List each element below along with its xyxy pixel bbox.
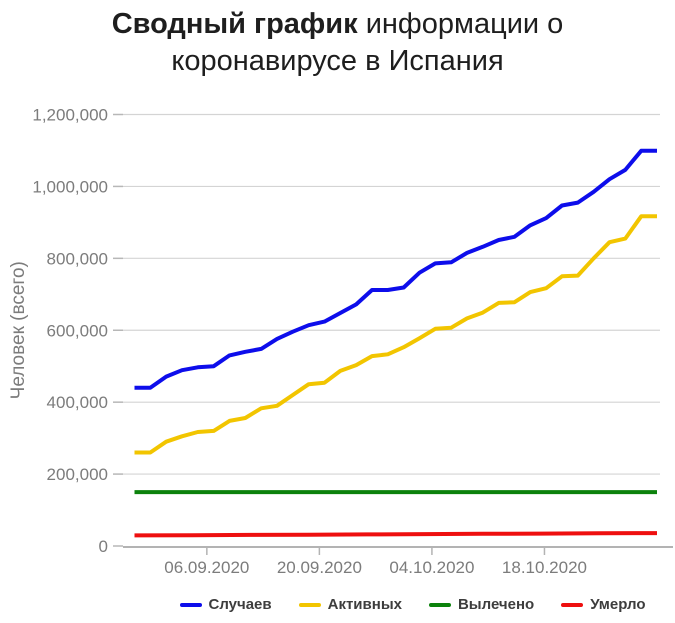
- legend-swatch-active: [298, 602, 321, 607]
- chart-title-bold: Сводный график: [111, 8, 358, 40]
- y-tick-label: 400,000: [47, 393, 108, 412]
- chart-title: Сводный график информации о коронавирусе…: [48, 6, 628, 80]
- y-tick-label: 800,000: [47, 249, 108, 268]
- x-tick-label: 04.10.2020: [389, 558, 474, 577]
- legend-swatch-recovered: [428, 602, 451, 607]
- chart-legend: Случаев Активных Вылечено Умерло: [150, 596, 675, 613]
- legend-item-cases[interactable]: Случаев: [179, 596, 272, 613]
- legend-swatch-deaths: [561, 602, 584, 607]
- y-tick-label: 200,000: [47, 465, 108, 484]
- legend-item-active[interactable]: Активных: [298, 596, 402, 613]
- y-tick-label: 1,200,000: [32, 106, 108, 125]
- legend-label-cases: Случаев: [208, 596, 272, 613]
- series-line-deaths: [134, 531, 658, 538]
- legend-item-deaths[interactable]: Умерло: [561, 596, 646, 613]
- chart-title-rest: информации о коронавирусе в Испания: [171, 8, 564, 78]
- legend-label-active: Активных: [327, 596, 402, 613]
- x-tick-label: 18.10.2020: [502, 558, 587, 577]
- x-tick-label: 06.09.2020: [164, 558, 249, 577]
- legend-label-deaths: Умерло: [590, 596, 646, 613]
- legend-item-recovered[interactable]: Вылечено: [428, 596, 535, 613]
- legend-label-recovered: Вылечено: [457, 596, 535, 613]
- legend-swatch-cases: [179, 602, 202, 607]
- series-line-cases: [134, 148, 657, 390]
- y-tick-label: 1,000,000: [32, 177, 108, 196]
- y-tick-label: 0: [99, 537, 108, 556]
- x-tick-label: 20.09.2020: [277, 558, 362, 577]
- y-axis-title: Человек (всего): [8, 261, 29, 399]
- series-line-active: [134, 214, 657, 455]
- y-tick-label: 600,000: [47, 321, 108, 340]
